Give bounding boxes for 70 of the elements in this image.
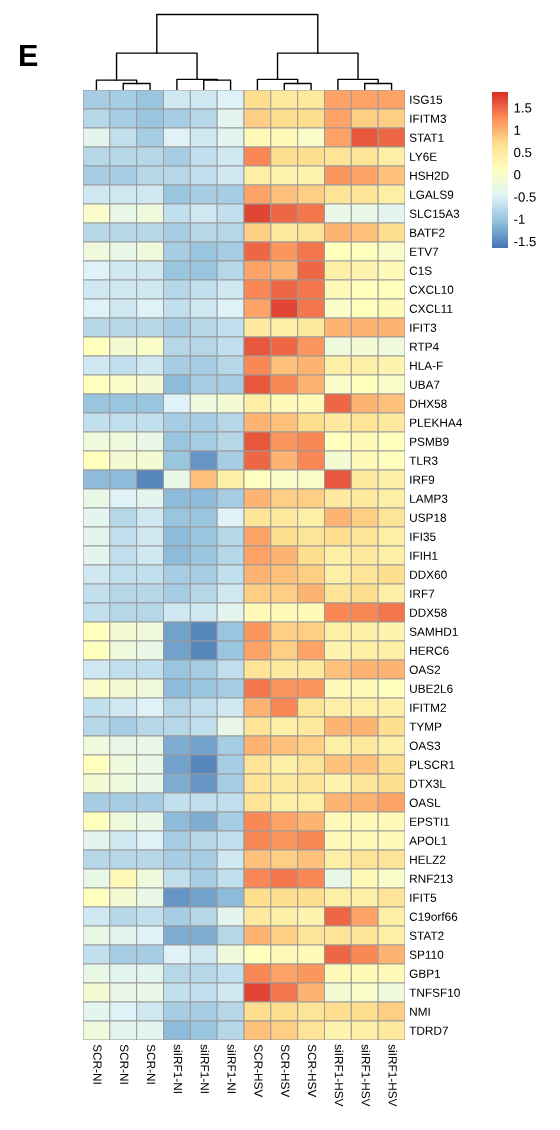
- x-tick-label: siIRF1-HSV: [388, 1044, 398, 1107]
- y-tick-label: C1S: [409, 266, 432, 275]
- y-tick-label: DDX60: [410, 570, 447, 579]
- color-bar-label: 1.5: [514, 103, 532, 113]
- y-tick-label: GBP1: [409, 969, 441, 978]
- y-tick-label: C19orf66: [409, 912, 458, 921]
- y-tick-label: SAMHD1: [409, 627, 458, 636]
- x-tick-label: SCR-NI: [120, 1044, 129, 1084]
- y-tick-label: IFITM2: [410, 703, 446, 712]
- y-tick-label: DDX58: [410, 608, 447, 617]
- y-tick-label: CXCL11: [409, 304, 453, 313]
- y-tick-label: IRF7: [410, 589, 435, 598]
- y-tick-label: HELZ2: [410, 855, 446, 864]
- y-tick-label: LAMP3: [410, 494, 448, 503]
- y-tick-label: HSH2D: [410, 171, 449, 180]
- y-tick-label: IFIH1: [410, 551, 438, 560]
- y-tick-label: ISG15: [410, 95, 443, 104]
- x-tick-label: SCR-NI: [93, 1044, 102, 1084]
- y-tick-label: STAT2: [409, 931, 444, 940]
- y-tick-label: TDRD7: [409, 1026, 448, 1035]
- x-tick-label: SCR-HSV: [281, 1044, 290, 1098]
- color-bar-label: -1.5: [514, 237, 536, 247]
- y-tick-label: IFIT5: [410, 893, 437, 902]
- x-tick-label: siIRF1-HSV: [361, 1044, 371, 1107]
- y-tick-label: HERC6: [410, 646, 449, 655]
- y-tick-label: OASL: [409, 798, 441, 807]
- x-tick-label: siIRF1-NI: [173, 1044, 183, 1093]
- y-tick-label: HLA-F: [410, 361, 443, 370]
- x-tick-label: siIRF1-NI: [227, 1044, 237, 1093]
- x-tick-label: SCR-HSV: [254, 1044, 263, 1098]
- y-tick-label: RNF213: [410, 874, 453, 883]
- y-tick-label: PSMB9: [410, 437, 449, 446]
- text: E: [20, 44, 38, 66]
- y-tick-label: PLEKHA4: [410, 418, 462, 427]
- y-tick-label: TYMP: [409, 722, 442, 731]
- y-tick-label: APOL1: [409, 836, 447, 845]
- x-tick-label: SCR-NI: [146, 1044, 156, 1084]
- x-tick-label: SCR-HSV: [307, 1044, 317, 1098]
- y-tick-label: CXCL10: [409, 285, 454, 294]
- color-bar-label: -0.5: [514, 192, 536, 202]
- y-tick-label: SP110: [409, 950, 444, 959]
- y-tick-label: RTP4: [410, 342, 439, 351]
- color-bar-label: 0.5: [514, 147, 532, 158]
- y-tick-label: UBA7: [410, 380, 440, 389]
- x-tick-label: siIRF1-NI: [200, 1044, 210, 1093]
- color-bar-label: 1: [514, 125, 521, 135]
- y-tick-label: BATF2: [410, 228, 445, 237]
- y-tick-label: TNFSF10: [409, 988, 460, 997]
- y-tick-label: DTX3L: [410, 779, 446, 788]
- y-tick-label: OAS2: [409, 665, 441, 674]
- y-tick-label: STAT1: [409, 133, 444, 142]
- y-tick-label: LY6E: [410, 152, 437, 161]
- y-tick-label: PLSCR1: [410, 760, 455, 769]
- y-tick-label: EPSTI1: [410, 817, 450, 826]
- y-tick-label: USP18: [410, 513, 447, 522]
- y-tick-label: IFITM3: [410, 114, 447, 123]
- y-tick-label: DHX58: [410, 399, 447, 408]
- y-tick-label: OAS3: [409, 741, 441, 750]
- y-tick-label: ETV7: [410, 247, 439, 256]
- y-tick-label: UBE2L6: [410, 684, 453, 693]
- y-tick-label: TLR3: [409, 456, 438, 465]
- y-tick-label: SLC15A3: [409, 209, 460, 218]
- y-tick-label: LGALS9: [410, 190, 454, 199]
- y-tick-label: IRF9: [410, 475, 435, 484]
- y-tick-label: IFI35: [410, 532, 436, 541]
- color-bar-label: -1: [514, 214, 525, 224]
- y-tick-label: IFIT3: [410, 323, 437, 332]
- x-tick-label: siIRF1-HSV: [334, 1044, 344, 1107]
- y-tick-label: NMI: [410, 1007, 430, 1016]
- color-bar-label: 0: [514, 170, 521, 180]
